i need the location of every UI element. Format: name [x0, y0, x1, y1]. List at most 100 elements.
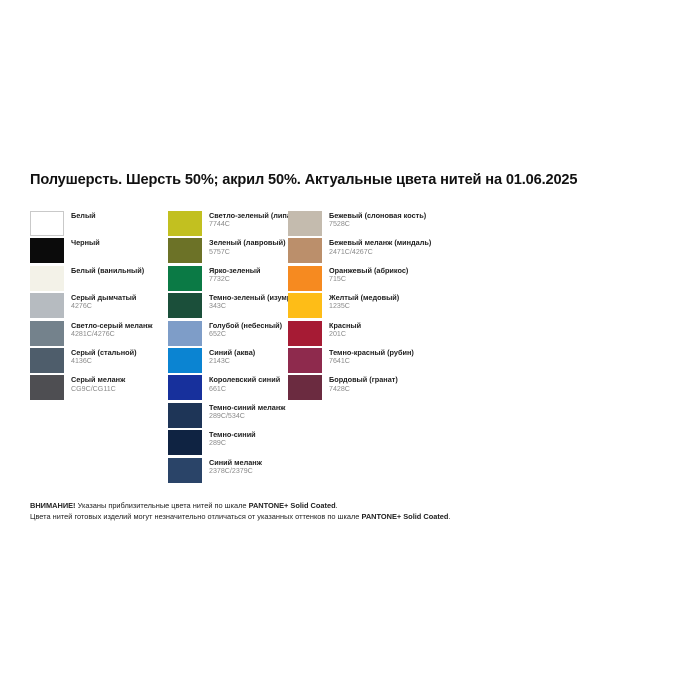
swatch-pantone-code: 7732C	[209, 274, 230, 283]
swatch-labels: Желтый (медовый) 1235C	[329, 293, 399, 311]
color-swatch	[168, 293, 202, 319]
color-swatch	[168, 347, 202, 373]
color-swatch	[168, 320, 202, 346]
swatch-columns: Белый Черный Белый (ванильный) Серый дымчат…	[30, 211, 680, 485]
swatch-row: Бордовый (гранат) 7428C	[288, 375, 448, 402]
swatch-name: Темно-синий	[209, 430, 256, 440]
swatch-pantone-code: 7528C	[329, 220, 350, 229]
swatch-name: Серый меланж	[71, 375, 126, 385]
swatch-labels: Темно-зеленый (изумруд) 343C	[209, 293, 302, 311]
swatch-labels: Бежевый (слоновая кость) 7528C	[329, 211, 426, 229]
color-swatch	[168, 457, 202, 483]
swatch-pantone-code: CG9C/CG11C	[71, 384, 116, 393]
swatch-name: Оранжевый (абрикос)	[329, 265, 409, 275]
swatch-labels: Черный	[71, 238, 100, 247]
swatch-pantone-code: 7744C	[209, 220, 230, 229]
swatch-row: Бежевый (слоновая кость) 7528C	[288, 211, 448, 238]
swatch-labels: Синий (аква) 2143C	[209, 348, 255, 366]
color-swatch	[288, 375, 322, 401]
swatch-labels: Серый (стальной) 4136C	[71, 348, 137, 366]
swatch-name: Желтый (медовый)	[329, 293, 400, 303]
swatch-pantone-code: 2471C/4267C	[329, 247, 373, 256]
swatch-name: Бордовый (гранат)	[329, 375, 398, 385]
page-title: Полушерсть. Шерсть 50%; акрил 50%. Актуа…	[30, 172, 578, 188]
footer-line-1-text: Указаны приблизительные цвета нитей по ш…	[75, 501, 249, 510]
swatch-column-3: Бежевый (слоновая кость) 7528C Бежевый мел…	[288, 211, 448, 403]
swatch-name: Бежевый (слоновая кость)	[329, 211, 427, 220]
footer-notice: ВНИМАНИЕ! Указаны приблизительные цвета …	[30, 500, 670, 522]
swatch-pantone-code: 7641C	[329, 357, 350, 366]
color-swatch	[30, 320, 64, 346]
swatch-row: Светло-зеленый (липа) 7744C	[168, 211, 293, 238]
swatch-pantone-code: 7428C	[329, 384, 350, 393]
swatch-pantone-code: 289C/534C	[209, 411, 245, 420]
swatch-pantone-code: 343C	[209, 302, 226, 311]
swatch-labels: Бежевый меланж (миндаль) 2471C/4267C	[329, 238, 431, 256]
swatch-pantone-code: 289C	[209, 439, 226, 448]
color-swatch	[30, 238, 64, 264]
swatch-pantone-code: 4276C	[71, 302, 92, 311]
swatch-pantone-code: 5757C	[209, 247, 230, 256]
color-swatch	[168, 211, 202, 236]
swatch-name: Королевский синий	[209, 375, 281, 385]
swatch-name: Серый дымчатый	[71, 293, 137, 303]
footer-line-2-end: .	[448, 512, 451, 522]
swatch-row: Темно-зеленый (изумруд) 343C	[168, 293, 302, 320]
swatch-name: Бежевый меланж (миндаль)	[329, 238, 432, 248]
color-swatch	[168, 430, 202, 456]
swatch-labels: Зеленый (лавровый) 5757C	[209, 238, 286, 256]
swatch-name: Синий (аква)	[209, 347, 256, 357]
swatch-labels: Серый меланж CG9C/CG11C	[71, 375, 125, 393]
swatch-pantone-code: 2378C/2379C	[209, 466, 253, 475]
swatch-name: Черный	[71, 238, 100, 248]
swatch-pantone-code: 4136C	[71, 357, 92, 366]
swatch-name: Темно-красный (рубин)	[329, 347, 414, 357]
swatch-labels: Ярко-зеленый 7732C	[209, 266, 260, 284]
swatch-pantone-code: 715C	[329, 274, 346, 283]
swatch-pantone-code: 4281C/4276C	[71, 329, 115, 338]
swatch-name: Ярко-зеленый	[209, 265, 261, 275]
swatch-row: Зеленый (лавровый) 5757C	[168, 238, 288, 265]
swatch-labels: Голубой (небесный) 652C	[209, 321, 282, 339]
swatch-name: Белый (ванильный)	[71, 265, 145, 275]
swatch-row: Красный 201C	[288, 320, 448, 348]
swatch-row: Синий (аква) 2143C	[168, 347, 288, 375]
color-swatch	[30, 265, 64, 291]
swatch-pantone-code: 652C	[209, 329, 226, 338]
swatch-name: Белый	[71, 211, 96, 220]
color-swatch	[288, 211, 322, 236]
attention-label: ВНИМАНИЕ!	[30, 501, 76, 510]
swatch-labels: Темно-синий 289C	[209, 430, 256, 448]
color-swatch	[288, 265, 322, 291]
swatch-name: Красный	[329, 320, 362, 330]
swatch-labels: Белый	[71, 211, 96, 220]
swatch-labels: Синий меланж 2378C/2379C	[209, 458, 262, 476]
swatch-labels: Оранжевый (абрикос) 715C	[329, 266, 408, 284]
swatch-column-1: Белый Черный Белый (ванильный) Серый дымчат…	[30, 211, 168, 403]
swatch-pantone-code: 661C	[209, 384, 226, 393]
swatch-row: Серый меланж CG9C/CG11C	[30, 375, 168, 402]
swatch-labels: Серый дымчатый 4276C	[71, 293, 136, 311]
swatch-labels: Светло-зеленый (липа) 7744C	[209, 211, 293, 229]
footer-line-2: Цвета нитей готовых изделий могут незнач…	[30, 511, 670, 522]
swatch-name: Серый (стальной)	[71, 347, 137, 357]
swatch-row: Синий меланж 2378C/2379C	[168, 457, 288, 485]
footer-line-2-text: Цвета нитей готовых изделий могут незнач…	[30, 512, 362, 522]
swatch-labels: Королевский синий 661C	[209, 375, 280, 393]
swatch-name: Синий меланж	[209, 457, 262, 467]
swatch-labels: Белый (ванильный)	[71, 266, 144, 275]
color-swatch	[288, 293, 322, 319]
color-swatch	[168, 265, 202, 291]
swatch-name: Светло-серый меланж	[71, 320, 153, 330]
color-swatch	[168, 402, 202, 428]
color-swatch	[288, 238, 322, 264]
footer-line-1-end: .	[335, 501, 338, 510]
swatch-row: Черный	[30, 238, 168, 265]
swatch-name: Зеленый (лавровый)	[209, 238, 286, 248]
swatch-row: Серый (стальной) 4136C	[30, 347, 168, 375]
color-swatch	[168, 238, 202, 264]
swatch-column-2: Светло-зеленый (липа) 7744C Зеленый (лавро…	[168, 211, 302, 485]
swatch-labels: Красный 201C	[329, 321, 361, 339]
swatch-row: Темно-синий меланж 289C/534C	[168, 402, 288, 430]
